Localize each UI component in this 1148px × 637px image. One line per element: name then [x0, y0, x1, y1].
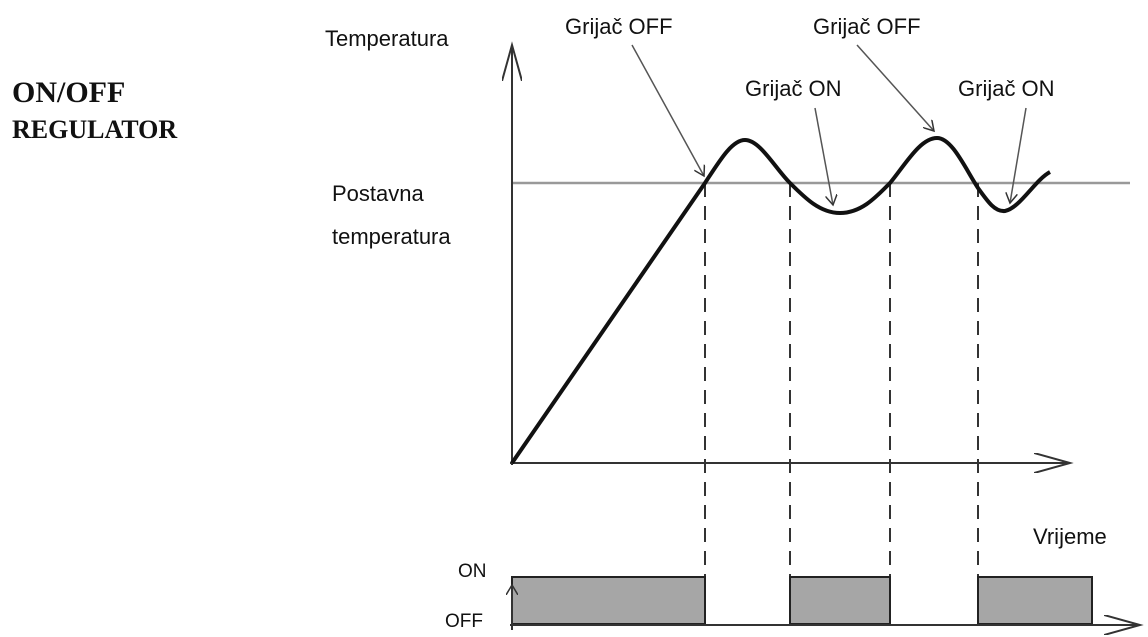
annotation: Grijač OFF — [565, 14, 673, 39]
setpoint-label: temperatura — [332, 224, 451, 249]
title-line1: ON/OFF — [12, 76, 125, 109]
switch-lines — [704, 183, 979, 590]
title-line2: REGULATOR — [12, 115, 177, 144]
pointer-arrows — [631, 44, 1027, 205]
setpoint-label: Postavna — [332, 181, 424, 206]
on-label: ON — [458, 561, 487, 582]
heater-on-bars — [511, 576, 1093, 625]
y-axis-label: Temperatura — [325, 26, 449, 51]
annotation: Grijač OFF — [813, 14, 921, 39]
temperature-curve — [510, 135, 1052, 465]
off-label: OFF — [445, 611, 483, 632]
annotation: Grijač ON — [745, 76, 842, 101]
x-axis-label: Vrijeme — [1033, 524, 1107, 549]
annotation: Grijač ON — [958, 76, 1055, 101]
